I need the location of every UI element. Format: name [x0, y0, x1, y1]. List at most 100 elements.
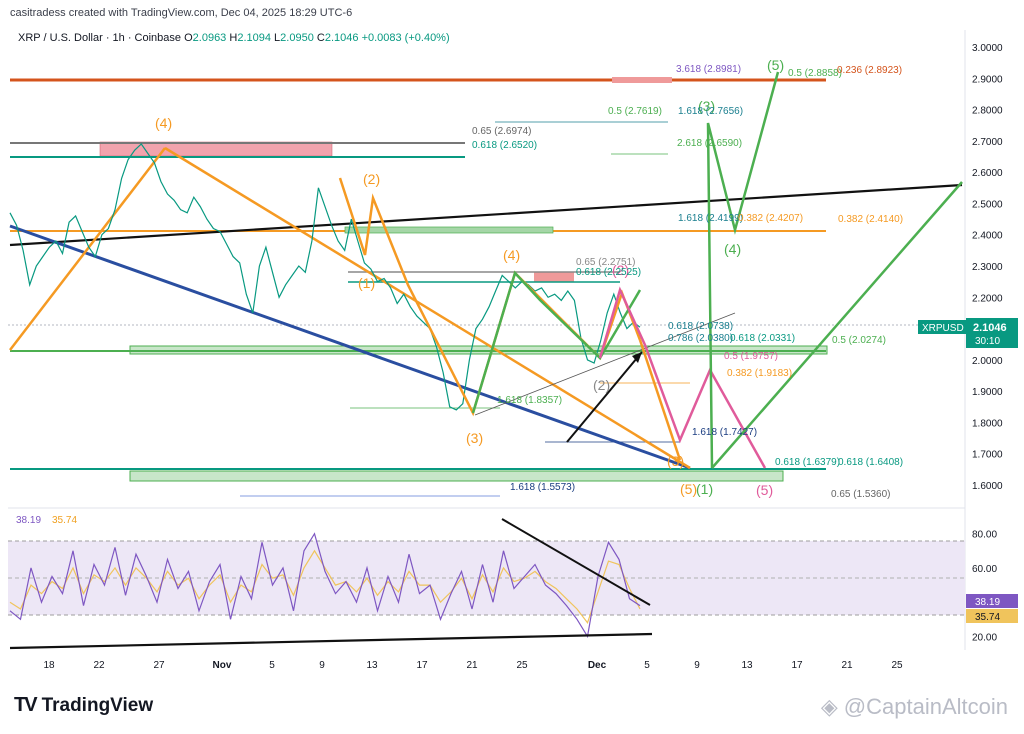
fib-label: 1.618 (1.5573): [510, 482, 575, 493]
price-tick-label: 1.7000: [972, 450, 1003, 461]
ohlc-open-label: O: [184, 32, 193, 44]
channel-line: [474, 312, 736, 416]
supply-zone-box: [99, 141, 333, 157]
price-tick-label: 2.4000: [972, 231, 1003, 242]
symbol-tag[interactable]: [918, 320, 966, 334]
fib-label: 0.618 (1.6379): [775, 457, 840, 468]
price-tick-label: 2.7000: [972, 137, 1003, 148]
fib-label: 0.786 (2.0380): [668, 333, 733, 344]
rsi-ma-value: 35.74: [52, 515, 77, 526]
fib-label: 0.65 (1.5360): [831, 489, 891, 500]
fib-label: 1.618 (2.7656): [678, 106, 743, 117]
time-tick-label: 22: [93, 660, 105, 671]
wedge-top-line: [164, 146, 691, 470]
time-tick-label: 18: [43, 660, 55, 671]
price-tick-label: 2.9000: [972, 74, 1003, 85]
ohlc-close: 2.1046: [324, 32, 359, 44]
wave-label: (3): [667, 453, 684, 469]
demand-zone-lower: [129, 470, 784, 482]
wave-label: (4): [503, 247, 520, 263]
green-wave-impulse: [706, 71, 780, 469]
green-projection-line: [711, 181, 963, 469]
fib-label: 0.382 (1.9183): [727, 368, 792, 379]
fib-label: 0.236 (2.8923): [837, 65, 902, 76]
wave-label: (3): [466, 430, 483, 446]
watermark-logo-icon: ◈: [820, 694, 838, 719]
zones: [8, 77, 965, 497]
rsi-tick-label: 20.00: [972, 632, 997, 643]
fib-label: 0.382 (2.4140): [838, 214, 903, 225]
price-tag-countdown: 30:10: [975, 336, 1000, 347]
price-tick-label: 2.5000: [972, 199, 1003, 210]
price-tick-label: 2.2000: [972, 293, 1003, 304]
ohlc-low: 2.0950: [280, 32, 314, 44]
orange-wave-five: [638, 339, 682, 461]
rsi-tick-label: 80.00: [972, 530, 997, 541]
fib-label: 0.618 (2.2525): [576, 267, 641, 278]
rsi-series: [9, 532, 641, 639]
ohlc-low-label: L: [274, 32, 281, 44]
fib-label: 1.618 (2.4199): [678, 213, 743, 224]
upper-trendline: [9, 183, 963, 247]
watermark: ◈ @CaptainAltcoin: [821, 694, 1008, 720]
price-tick-label: 3.0000: [972, 43, 1003, 54]
time-tick-label: 5: [269, 660, 275, 671]
time-tick-label: 21: [466, 660, 478, 671]
fib-label: 0.618 (2.0331): [730, 333, 795, 344]
rsi-tag-value: 38.19: [975, 597, 1000, 608]
time-tick-label: 27: [153, 660, 165, 671]
rsi-support-trendline: [9, 632, 653, 650]
time-axis[interactable]: 18 22 27 Nov 5 9 13 17 21 25 Dec 5 9 13 17 21 25: [43, 660, 903, 671]
wave-label: (2): [612, 262, 629, 278]
tradingview-logo[interactable]: TV TradingView: [14, 694, 153, 717]
time-tick-label: 5: [644, 660, 650, 671]
price-tick-label: 2.6000: [972, 168, 1003, 179]
wave4-leg: [9, 147, 166, 351]
trendlines: [9, 146, 963, 470]
projection-arrow: [566, 351, 643, 443]
fib-label: 2.618 (2.6590): [677, 138, 742, 149]
wave-labels: (4) (2) (1) (4) (3) (2) (3) (5) (5) (1) …: [155, 57, 784, 498]
time-tick-label: 13: [741, 660, 753, 671]
price-axis[interactable]: 3.0000 2.9000 2.8000 2.7000 2.6000 2.5000 2.40…: [972, 43, 1003, 492]
price-tick-label: 1.8000: [972, 418, 1003, 429]
wave-label: (5): [680, 481, 697, 497]
time-tick-label: 21: [841, 660, 853, 671]
fib-label: 3.618 (2.8981): [676, 64, 741, 75]
time-tick-label: 17: [791, 660, 803, 671]
ohlc-open: 2.0963: [192, 32, 227, 44]
ohlc-high: 2.1094: [237, 32, 271, 44]
tradingview-brand: TradingView: [41, 694, 154, 716]
time-tick-label: 13: [366, 660, 378, 671]
watermark-text: @CaptainAltcoin: [843, 694, 1008, 719]
wave-label: (5): [756, 482, 773, 498]
wave-label: (1): [358, 275, 375, 291]
rsi-value: 38.19: [16, 515, 41, 526]
rsi-ma-series: [9, 549, 641, 624]
lower-blue-trendline: [9, 224, 691, 470]
fib-labels: 3.618 (2.8981) 0.5 (2.8858) 0.236 (2.892…: [472, 64, 903, 500]
chart-credit: casitradess created with TradingView.com…: [10, 7, 353, 19]
time-tick-label: 9: [319, 660, 325, 671]
wave-label: (5): [767, 57, 784, 73]
wave-label: (2): [363, 171, 380, 187]
symbol-info: XRP / U.S. Dollar · 1h · Coinbase O2.096…: [18, 32, 450, 44]
fib-label: 0.618 (2.6520): [472, 140, 537, 151]
symbol-name[interactable]: XRP / U.S. Dollar · 1h · Coinbase: [18, 32, 182, 44]
fib-label: 0.5 (2.8858): [788, 68, 842, 79]
price-series: [9, 143, 641, 411]
fib-label: 1.618 (1.8357): [497, 395, 562, 406]
symbol-tag-text: XRPUSD: [922, 323, 964, 334]
demand-zone-upper: [344, 226, 554, 234]
wave-label: (3): [698, 98, 715, 114]
price-tag[interactable]: [966, 318, 1018, 348]
price-chart[interactable]: 3.0000 2.9000 2.8000 2.7000 2.6000 2.5000 2.40…: [0, 0, 1024, 680]
time-tick-label: Dec: [588, 660, 607, 671]
time-tick-label: Nov: [213, 660, 232, 671]
rsi-axis: 80.00 60.00 20.00: [972, 530, 997, 644]
fib-label: 0.65 (2.6974): [472, 126, 532, 137]
price-tick-label: 2.3000: [972, 262, 1003, 273]
elliott-waves: [338, 71, 963, 469]
green-wave-short: [471, 270, 642, 414]
red-mini-box: [534, 272, 574, 282]
